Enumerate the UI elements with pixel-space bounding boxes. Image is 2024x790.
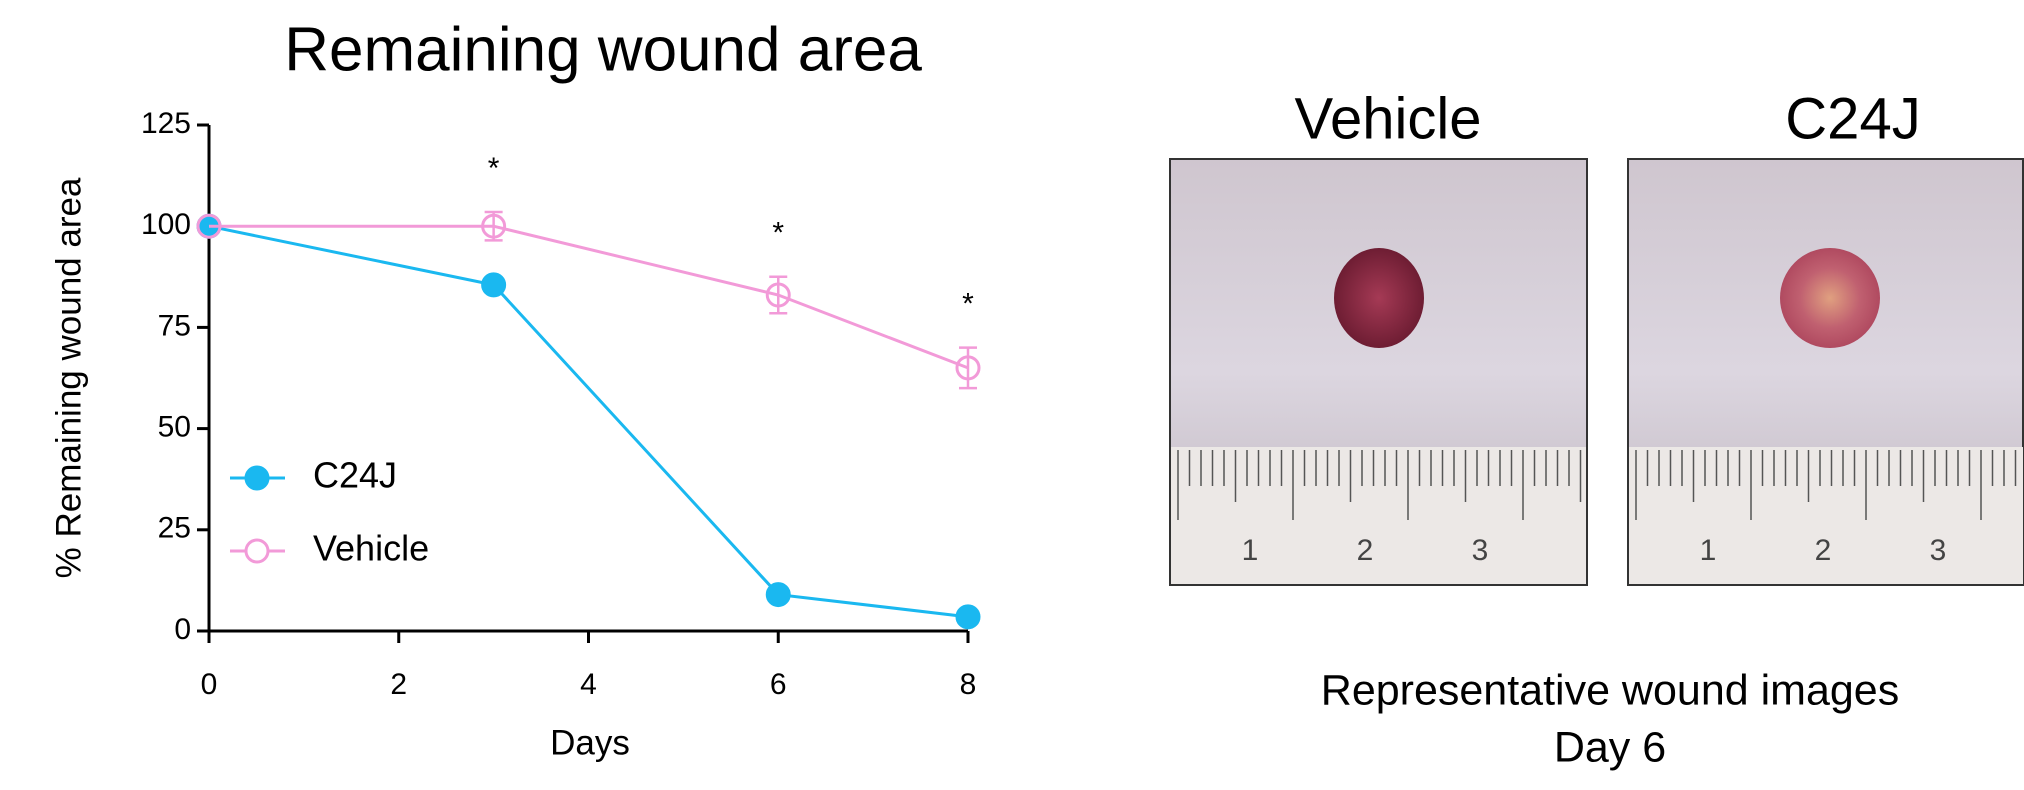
ruler-number: 2 — [1815, 534, 1832, 567]
annotation: * — [488, 152, 500, 185]
marker — [483, 274, 505, 296]
y-tick-label: 100 — [141, 208, 191, 241]
image-label: Vehicle — [1294, 86, 1481, 151]
annotation: * — [772, 217, 784, 250]
x-tick-label: 6 — [770, 668, 787, 701]
ruler-number: 3 — [1930, 534, 1947, 567]
legend-marker — [246, 467, 268, 489]
image-label: C24J — [1785, 86, 1920, 151]
marker — [767, 584, 789, 606]
x-tick-label: 4 — [580, 668, 597, 701]
chart-title: Remaining wound area — [284, 15, 922, 84]
y-tick-label: 0 — [174, 613, 191, 646]
marker — [957, 606, 979, 628]
photo-panel — [1170, 159, 2023, 585]
figure: Remaining wound area % Remaining wound a… — [0, 0, 2024, 785]
annotation: * — [962, 288, 974, 321]
x-tick-label: 8 — [960, 668, 977, 701]
legend-marker — [246, 540, 268, 562]
ruler-number: 3 — [1472, 534, 1489, 567]
ruler-number: 2 — [1357, 534, 1374, 567]
photo — [1628, 159, 2023, 585]
error-bar — [959, 348, 977, 388]
caption: Day 6 — [1554, 723, 1666, 771]
x-axis-label: Days — [550, 723, 630, 762]
legend-label: Vehicle — [313, 528, 429, 569]
legend-label: C24J — [313, 455, 397, 496]
ruler-number: 1 — [1242, 534, 1259, 567]
y-tick-label: 125 — [141, 107, 191, 140]
y-axis-label: % Remaining wound area — [49, 177, 88, 578]
x-tick-label: 0 — [201, 668, 218, 701]
y-tick-label: 50 — [158, 411, 191, 444]
ruler-number: 1 — [1700, 534, 1717, 567]
caption: Representative wound images — [1321, 666, 1899, 714]
photo — [1170, 159, 1587, 585]
y-tick-label: 25 — [158, 512, 191, 545]
series-line — [209, 226, 968, 368]
x-tick-label: 2 — [390, 668, 407, 701]
y-tick-label: 75 — [158, 309, 191, 342]
